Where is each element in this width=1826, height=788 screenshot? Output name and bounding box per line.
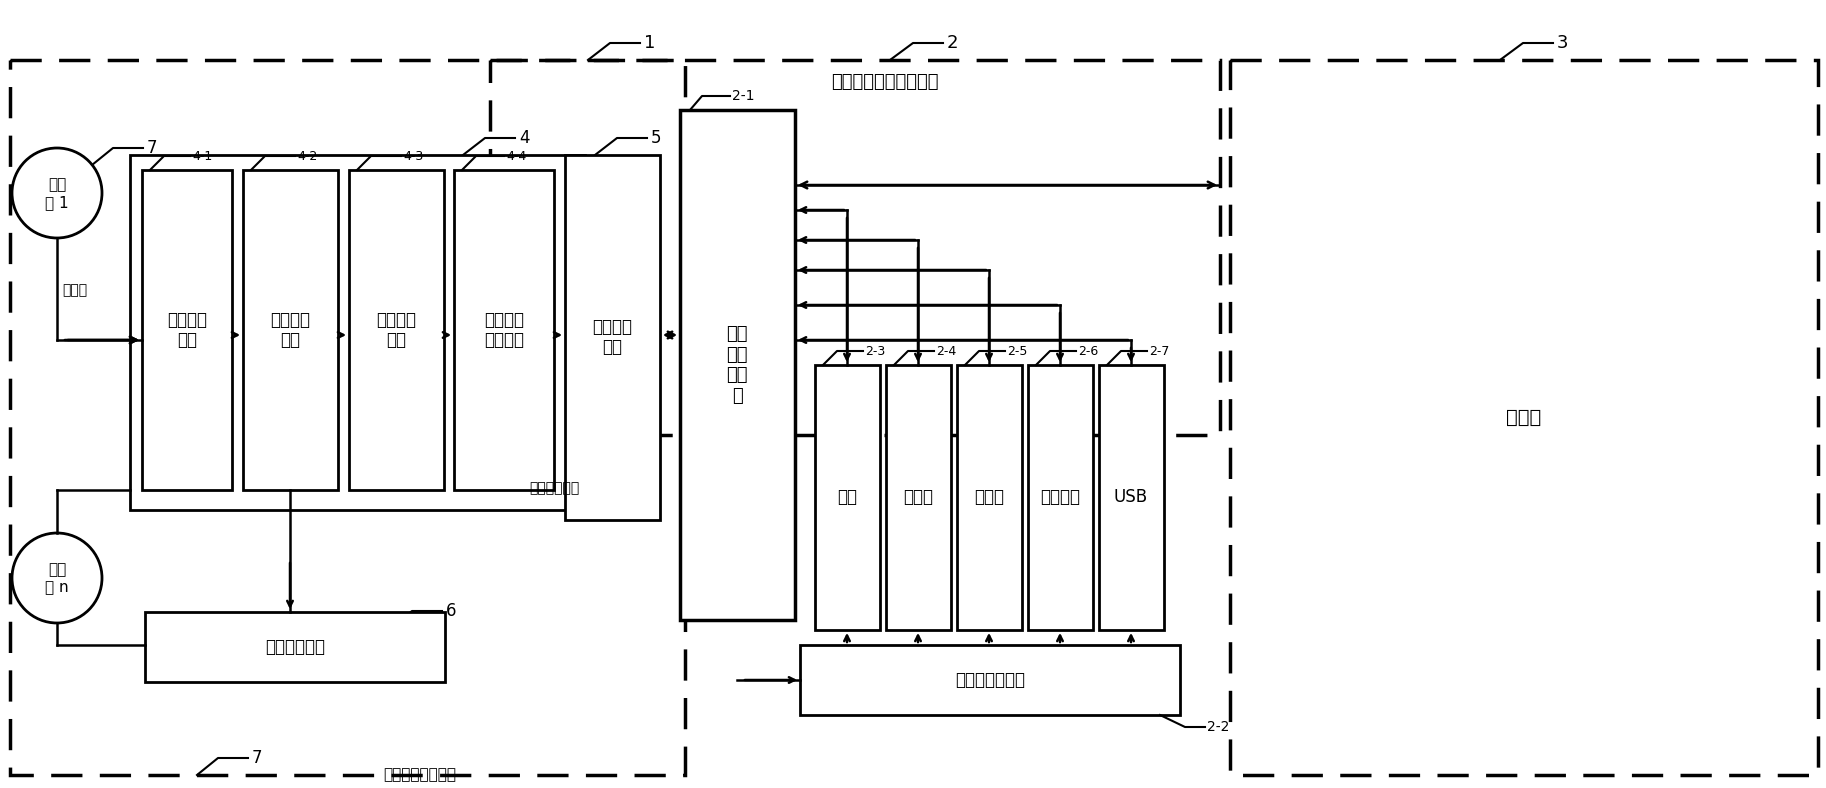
Text: 模拟处理模块: 模拟处理模块 bbox=[530, 481, 581, 495]
Text: 2-4: 2-4 bbox=[937, 344, 957, 358]
Text: 7: 7 bbox=[252, 749, 263, 767]
Text: 脑电: 脑电 bbox=[47, 177, 66, 192]
Text: 射频抑制
电路: 射频抑制 电路 bbox=[166, 310, 206, 349]
Text: 导联线: 导联线 bbox=[62, 283, 88, 297]
Bar bbox=[142, 170, 232, 490]
Text: 3: 3 bbox=[1558, 34, 1569, 52]
Text: 4-1: 4-1 bbox=[192, 150, 212, 162]
Text: 4: 4 bbox=[519, 129, 530, 147]
Bar bbox=[130, 155, 584, 510]
Text: 存储器: 存储器 bbox=[904, 488, 933, 506]
Text: 5: 5 bbox=[652, 129, 661, 147]
Text: 2: 2 bbox=[948, 34, 959, 52]
Text: 脑电信号分析存储单元: 脑电信号分析存储单元 bbox=[831, 73, 939, 91]
Text: 模数转换
电路: 模数转换 电路 bbox=[592, 318, 632, 356]
Text: 2-1: 2-1 bbox=[732, 89, 754, 103]
Text: 键盘: 键盘 bbox=[836, 488, 856, 506]
Text: 4-4: 4-4 bbox=[506, 150, 526, 162]
Bar bbox=[957, 365, 1023, 630]
Text: 右腿驱动电路: 右腿驱动电路 bbox=[265, 638, 325, 656]
Bar bbox=[1231, 60, 1819, 775]
Text: 后级放大
滤波电路: 后级放大 滤波电路 bbox=[484, 310, 524, 349]
Text: 4-3: 4-3 bbox=[404, 150, 424, 162]
Text: 极 1: 极 1 bbox=[46, 195, 69, 210]
Text: 初级放大
电路: 初级放大 电路 bbox=[270, 310, 310, 349]
Text: 数字
信号
处理
器: 数字 信号 处理 器 bbox=[727, 325, 749, 405]
Text: 脑电: 脑电 bbox=[47, 563, 66, 578]
Text: 液晶屏: 液晶屏 bbox=[973, 488, 1004, 506]
Bar bbox=[349, 170, 444, 490]
Text: 4-2: 4-2 bbox=[298, 150, 318, 162]
Bar bbox=[886, 365, 951, 630]
Text: 1: 1 bbox=[645, 34, 656, 52]
Bar bbox=[489, 60, 1220, 435]
Text: 2-2: 2-2 bbox=[1207, 720, 1229, 734]
Bar bbox=[814, 365, 880, 630]
Circle shape bbox=[13, 533, 102, 623]
Bar bbox=[1099, 365, 1163, 630]
Bar bbox=[564, 155, 659, 520]
Text: 2-6: 2-6 bbox=[1077, 344, 1097, 358]
Text: 工频陷波
电路: 工频陷波 电路 bbox=[376, 310, 416, 349]
Text: 2-5: 2-5 bbox=[1006, 344, 1028, 358]
Bar bbox=[679, 110, 794, 620]
Bar bbox=[243, 170, 338, 490]
Text: 极 n: 极 n bbox=[46, 581, 69, 596]
Text: 上位机: 上位机 bbox=[1506, 407, 1541, 426]
Bar bbox=[455, 170, 553, 490]
Text: USB: USB bbox=[1114, 488, 1149, 506]
Text: 7: 7 bbox=[148, 139, 157, 157]
Bar bbox=[9, 60, 685, 775]
Text: 2-3: 2-3 bbox=[866, 344, 886, 358]
Text: 脑电信号采集单元: 脑电信号采集单元 bbox=[383, 768, 456, 782]
Bar bbox=[144, 612, 446, 682]
Bar bbox=[800, 645, 1180, 715]
Circle shape bbox=[13, 148, 102, 238]
Text: 可编程逻辑器件: 可编程逻辑器件 bbox=[955, 671, 1024, 689]
Text: 实时时钟: 实时时钟 bbox=[1041, 488, 1079, 506]
Bar bbox=[1028, 365, 1094, 630]
Text: 2-7: 2-7 bbox=[1149, 344, 1169, 358]
Text: 6: 6 bbox=[446, 602, 456, 620]
